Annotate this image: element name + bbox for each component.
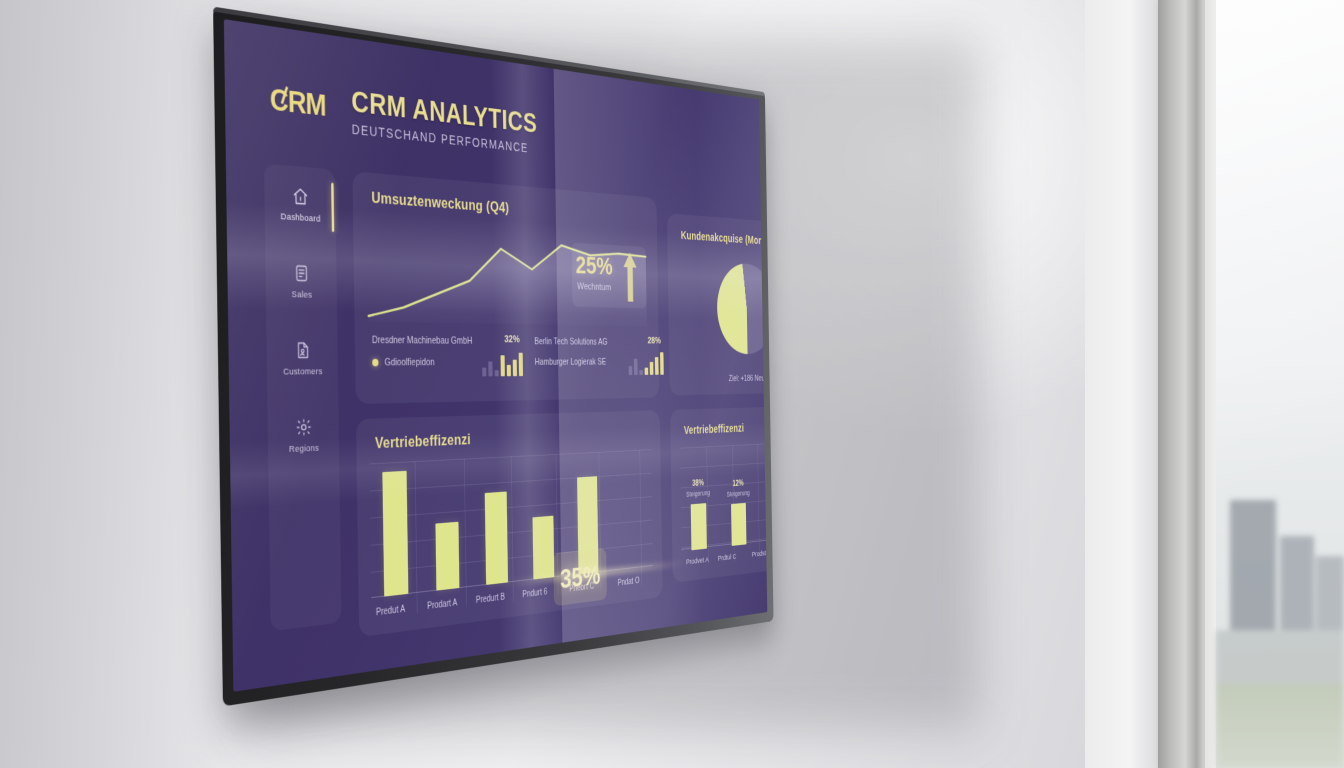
sidebar-item-sales[interactable]: Sales <box>265 242 337 321</box>
kpi-percent: 32% <box>504 334 520 345</box>
bar-label: Pndurt 6 <box>522 587 548 600</box>
bar-label: Prodvet A <box>685 555 709 567</box>
acquisition-card: Kundenakcquise (Monat) Neugrarbte (48%) … <box>666 213 768 396</box>
kpi-sparkline <box>628 349 664 376</box>
sidebar-item-label: Dashboard <box>280 211 321 225</box>
bar-column: 38% Steigerung <box>683 478 714 551</box>
home-icon <box>292 186 309 206</box>
revenue-card-title: Umsuztenweckung (Q4) <box>371 189 510 217</box>
bar-label: Prdtul C <box>717 552 737 564</box>
logo-text: CRM <box>269 82 326 123</box>
sidebar-item-label: Regions <box>288 443 320 455</box>
kpi-item: Dresdner Machinebau GmbH 32% Gdioolfiepi… <box>371 333 524 391</box>
bar-label: Prodart A <box>427 598 458 612</box>
bar-label: Predut A <box>375 604 406 619</box>
app-header: CRM CRM ANALYTICS DEUTSCHAND PERFORMANCE <box>270 75 740 195</box>
kpi-company-name-2: Hamburger Logierak SE <box>534 357 607 368</box>
kpi-legend: Gdioolfiepidon <box>372 357 435 369</box>
wall-mounted-tv: CRM CRM ANALYTICS DEUTSCHAND PERFORMANCE <box>213 6 774 707</box>
bar-label: Prodst G <box>751 548 767 560</box>
kpi-item: Berlin Tech Solutions AG Hamburger Logie… <box>534 335 664 388</box>
crm-logo: CRM <box>270 82 326 123</box>
window-mullion <box>1158 0 1210 768</box>
pie-primary-slice <box>716 262 768 355</box>
acquisition-goal-text: Ziel: +186 Neukunden <box>728 373 768 384</box>
file-user-icon <box>294 341 311 360</box>
bar-label: Pndat O <box>617 576 640 589</box>
bar-column: 12% Steigerung <box>724 478 754 546</box>
sidebar[interactable]: Dashboard Sales <box>263 163 342 632</box>
efficiency-card: Vertriebeffizenzi <box>355 410 688 638</box>
efficiency-side-card-title: Vertriebeffizenzi <box>683 421 745 437</box>
sidebar-item-label: Customers <box>283 366 323 378</box>
bar-column <box>474 491 518 586</box>
kpi-legend-label: Gdioolfiepidon <box>384 357 435 369</box>
bar-column <box>371 470 420 598</box>
sidebar-item-label: Sales <box>291 289 313 301</box>
growth-value: 25% <box>575 251 613 281</box>
window-frame-edge <box>1205 0 1219 768</box>
efficiency-card-title: Vertriebeffizenzi <box>374 431 471 453</box>
header-titles: CRM ANALYTICS DEUTSCHAND PERFORMANCE <box>351 85 537 156</box>
bar-data-label: 38% <box>692 478 704 489</box>
growth-annotation: 25% Wechntum <box>571 242 647 309</box>
sidebar-item-regions[interactable]: Regions <box>267 397 339 477</box>
gear-icon <box>295 417 312 437</box>
revenue-line-chart <box>364 221 650 327</box>
legend-dot-icon <box>372 358 379 367</box>
acquisition-card-title: Kundenakcquise (Monat) <box>680 228 768 248</box>
sidebar-item-customers[interactable]: Customers <box>266 320 338 398</box>
window-reveal <box>1085 0 1160 768</box>
kpi-company-name: Dresdner Machinebau GmbH <box>371 334 473 347</box>
bar-sub-label: Steigerung <box>726 488 750 499</box>
bar-column: 12% <box>762 492 767 543</box>
kpi-percent: 28% <box>647 336 662 346</box>
arrow-up-icon <box>622 251 638 308</box>
sidebar-active-indicator <box>330 182 335 233</box>
document-icon <box>293 263 310 283</box>
tv-screen: CRM CRM ANALYTICS DEUTSCHAND PERFORMANCE <box>223 19 768 692</box>
revenue-card: Umsuztenweckung (Q4) <box>352 171 664 404</box>
bar-column <box>424 521 469 592</box>
wall-shadow-gradient <box>0 0 230 768</box>
window-glass-sheen <box>1216 0 1344 768</box>
dashboard-app: CRM CRM ANALYTICS DEUTSCHAND PERFORMANCE <box>223 19 768 692</box>
efficiency-side-bar-chart: 38% Steigerung 12% Steigerung <box>679 440 768 567</box>
sidebar-item-dashboard[interactable]: Dashboard <box>264 163 336 245</box>
efficiency-side-card: Vertriebeffizenzi <box>670 405 768 583</box>
kpi-sparkline <box>482 348 524 377</box>
kpi-company-name: Berlin Tech Solutions AG <box>534 336 608 348</box>
bar-label: Predurt B <box>475 592 506 606</box>
growth-label: Wechntum <box>577 281 612 293</box>
bar-series: 38% Steigerung 12% Steigerung <box>682 451 767 551</box>
efficiency-bar-chart: Predut A Prodart A Predurt B Pndurt 6 Ph… <box>369 449 688 619</box>
bar-sub-label: Steigerung <box>686 488 711 499</box>
bar-data-label: 12% <box>732 478 744 489</box>
revenue-kpi-row: Dresdner Machinebau GmbH 32% Gdioolfiepi… <box>371 333 664 391</box>
efficiency-badge: 35% <box>553 547 607 607</box>
efficiency-badge-value: 35% <box>559 558 601 594</box>
acquisition-pie-chart <box>716 262 768 355</box>
tv-bezel: CRM CRM ANALYTICS DEUTSCHAND PERFORMANCE <box>213 6 774 707</box>
